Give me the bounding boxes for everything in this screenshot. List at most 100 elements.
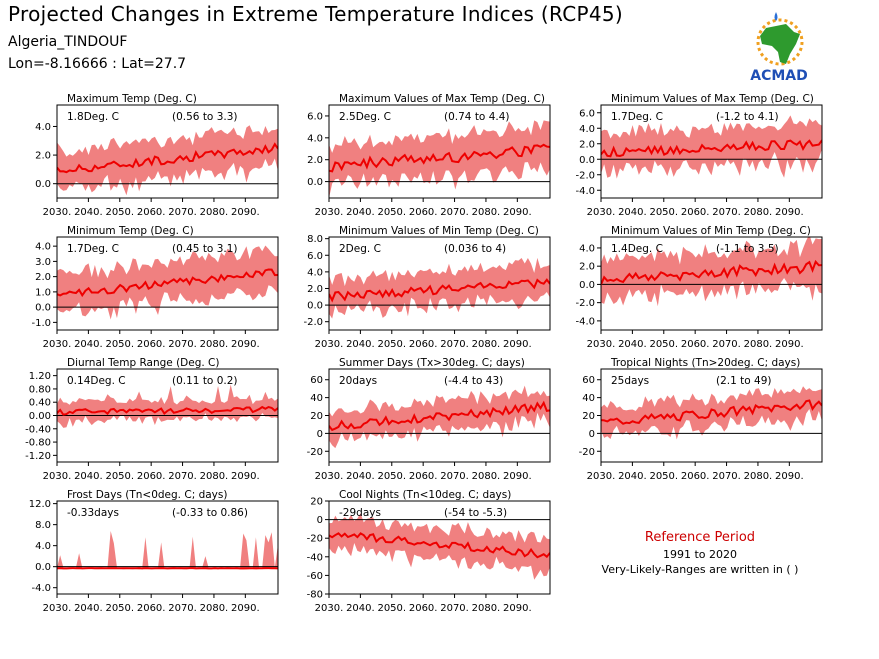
x-tick-label: 2030. bbox=[43, 471, 72, 482]
chart-panel: Maximum Values of Max Temp (Deg. C) 2.5De… bbox=[307, 93, 551, 218]
y-tick-label: 6.0 bbox=[307, 251, 323, 262]
africa-map-logo-icon bbox=[756, 12, 804, 66]
y-tick-label: -4.0 bbox=[31, 583, 51, 594]
chart-panel: Cool Nights (Tn<10deg. C; days) -29days (-… bbox=[307, 489, 551, 614]
likely-range-band bbox=[601, 115, 822, 179]
ensemble-mean-line bbox=[57, 268, 278, 298]
x-tick-label: 2070. bbox=[168, 471, 197, 482]
x-tick-label: 2040. bbox=[346, 207, 375, 218]
y-tick-label: 2.0 bbox=[35, 272, 51, 283]
ensemble-mean-line bbox=[601, 399, 822, 425]
x-tick-label: 2070. bbox=[168, 339, 197, 350]
reference-period-note: Very-Likely-Ranges are written in ( ) bbox=[601, 563, 799, 576]
y-tick-label: -1.0 bbox=[31, 318, 51, 329]
panel-range: (-54 to -5.3) bbox=[444, 507, 507, 519]
x-tick-label: 2030. bbox=[587, 339, 616, 350]
ensemble-mean-line bbox=[329, 278, 550, 303]
y-tick-label: 4.0 bbox=[35, 122, 51, 133]
plot-frame bbox=[56, 104, 279, 199]
x-tick-label: 2060. bbox=[137, 603, 166, 614]
y-tick-label: 0 bbox=[317, 429, 323, 440]
likely-range-band bbox=[57, 384, 278, 428]
x-tick-label: 2040. bbox=[618, 207, 647, 218]
y-tick-label: 0.80 bbox=[29, 384, 51, 395]
ensemble-mean-line bbox=[57, 142, 278, 174]
y-tick-label: 40 bbox=[582, 393, 595, 404]
y-tick-label: 0 bbox=[589, 429, 595, 440]
y-tick-label: -20 bbox=[307, 447, 323, 458]
ensemble-mean-line bbox=[329, 143, 550, 173]
x-tick-label: 2060. bbox=[681, 471, 710, 482]
x-tick-label: 2060. bbox=[681, 339, 710, 350]
panel-range: (-4.4 to 43) bbox=[444, 375, 503, 387]
panel-range: (-1.2 to 4.1) bbox=[716, 111, 779, 123]
panel-title: Minimum Values of Min Temp (Deg. C) bbox=[339, 225, 539, 237]
x-tick-label: 2060. bbox=[409, 471, 438, 482]
y-tick-label: 0 bbox=[317, 515, 323, 526]
x-tick-label: 2050. bbox=[649, 339, 678, 350]
y-tick-label: 4.0 bbox=[307, 133, 323, 144]
panel-stat: 1.7Deg. C bbox=[611, 111, 663, 123]
y-tick-label: 0.0 bbox=[307, 301, 323, 312]
panel-stat: -0.33days bbox=[67, 507, 119, 519]
y-tick-label: 2.0 bbox=[307, 155, 323, 166]
y-tick-label: 4.0 bbox=[579, 243, 595, 254]
x-tick-label: 2040. bbox=[346, 471, 375, 482]
x-tick-label: 2030. bbox=[315, 471, 344, 482]
acmad-logo: ACMAD bbox=[750, 12, 808, 84]
ensemble-mean-line bbox=[601, 259, 822, 285]
y-tick-label: 0.0 bbox=[35, 562, 51, 573]
plot-frame bbox=[328, 236, 551, 331]
y-tick-label: -20 bbox=[307, 534, 323, 545]
y-tick-label: 8.0 bbox=[35, 520, 51, 531]
y-tick-label: 6.0 bbox=[579, 108, 595, 119]
y-tick-label: 20 bbox=[310, 411, 323, 422]
y-tick-label: 2.0 bbox=[307, 284, 323, 295]
x-tick-label: 2080. bbox=[200, 207, 229, 218]
x-tick-label: 2070. bbox=[168, 603, 197, 614]
y-tick-label: 2.0 bbox=[579, 139, 595, 150]
y-tick-label: 6.0 bbox=[307, 111, 323, 122]
y-tick-label: 2.0 bbox=[579, 262, 595, 273]
x-tick-label: 2050. bbox=[649, 207, 678, 218]
ensemble-mean-line bbox=[329, 532, 550, 559]
panel-range: (-1.1 to 3.5) bbox=[716, 243, 779, 255]
x-tick-label: 2040. bbox=[346, 603, 375, 614]
panel-range: (-0.33 to 0.86) bbox=[172, 507, 248, 519]
chart-panel: Minimum Values of Max Temp (Deg. C) 1.7De… bbox=[575, 93, 823, 218]
plot-frame bbox=[600, 104, 823, 199]
x-tick-label: 2070. bbox=[440, 339, 469, 350]
reference-period-title: Reference Period bbox=[644, 530, 756, 545]
y-tick-label: -2.0 bbox=[575, 298, 595, 309]
y-tick-label: 2.0 bbox=[35, 151, 51, 162]
x-tick-label: 2030. bbox=[43, 207, 72, 218]
x-tick-label: 2060. bbox=[137, 471, 166, 482]
panel-stat: 1.8Deg. C bbox=[67, 111, 119, 123]
y-tick-label: -2.0 bbox=[575, 170, 595, 181]
y-tick-label: 0.00 bbox=[29, 411, 51, 422]
panel-stat: 2Deg. C bbox=[339, 243, 381, 255]
panel-title: Minimum Values of Min Temp (Deg. C) bbox=[611, 225, 811, 237]
x-tick-label: 2040. bbox=[74, 207, 103, 218]
likely-range-band bbox=[601, 386, 822, 440]
x-tick-label: 2070. bbox=[712, 207, 741, 218]
panel-stat: 1.4Deg. C bbox=[611, 243, 663, 255]
panel-range: (0.036 to 4) bbox=[444, 243, 506, 255]
x-tick-label: 2060. bbox=[409, 207, 438, 218]
chart-panel: Minimum Values of Min Temp (Deg. C) 2Deg.… bbox=[303, 225, 551, 350]
x-tick-label: 2090. bbox=[231, 603, 260, 614]
y-tick-label: 60 bbox=[310, 375, 323, 386]
x-tick-label: 2030. bbox=[315, 603, 344, 614]
panel-range: (0.56 to 3.3) bbox=[172, 111, 238, 123]
x-tick-label: 2040. bbox=[618, 471, 647, 482]
y-tick-label: 12.0 bbox=[29, 499, 51, 510]
likely-range-band bbox=[329, 385, 550, 449]
panel-title: Summer Days (Tx>30deg. C; days) bbox=[339, 357, 525, 369]
location-label: Algeria_TINDOUF bbox=[8, 34, 128, 50]
chart-panel: Summer Days (Tx>30deg. C; days) 20days (-4… bbox=[307, 357, 551, 482]
acmad-logo-text: ACMAD bbox=[750, 68, 808, 84]
panel-title: Maximum Temp (Deg. C) bbox=[67, 93, 197, 105]
x-tick-label: 2090. bbox=[503, 339, 532, 350]
plot-frame bbox=[328, 500, 551, 595]
